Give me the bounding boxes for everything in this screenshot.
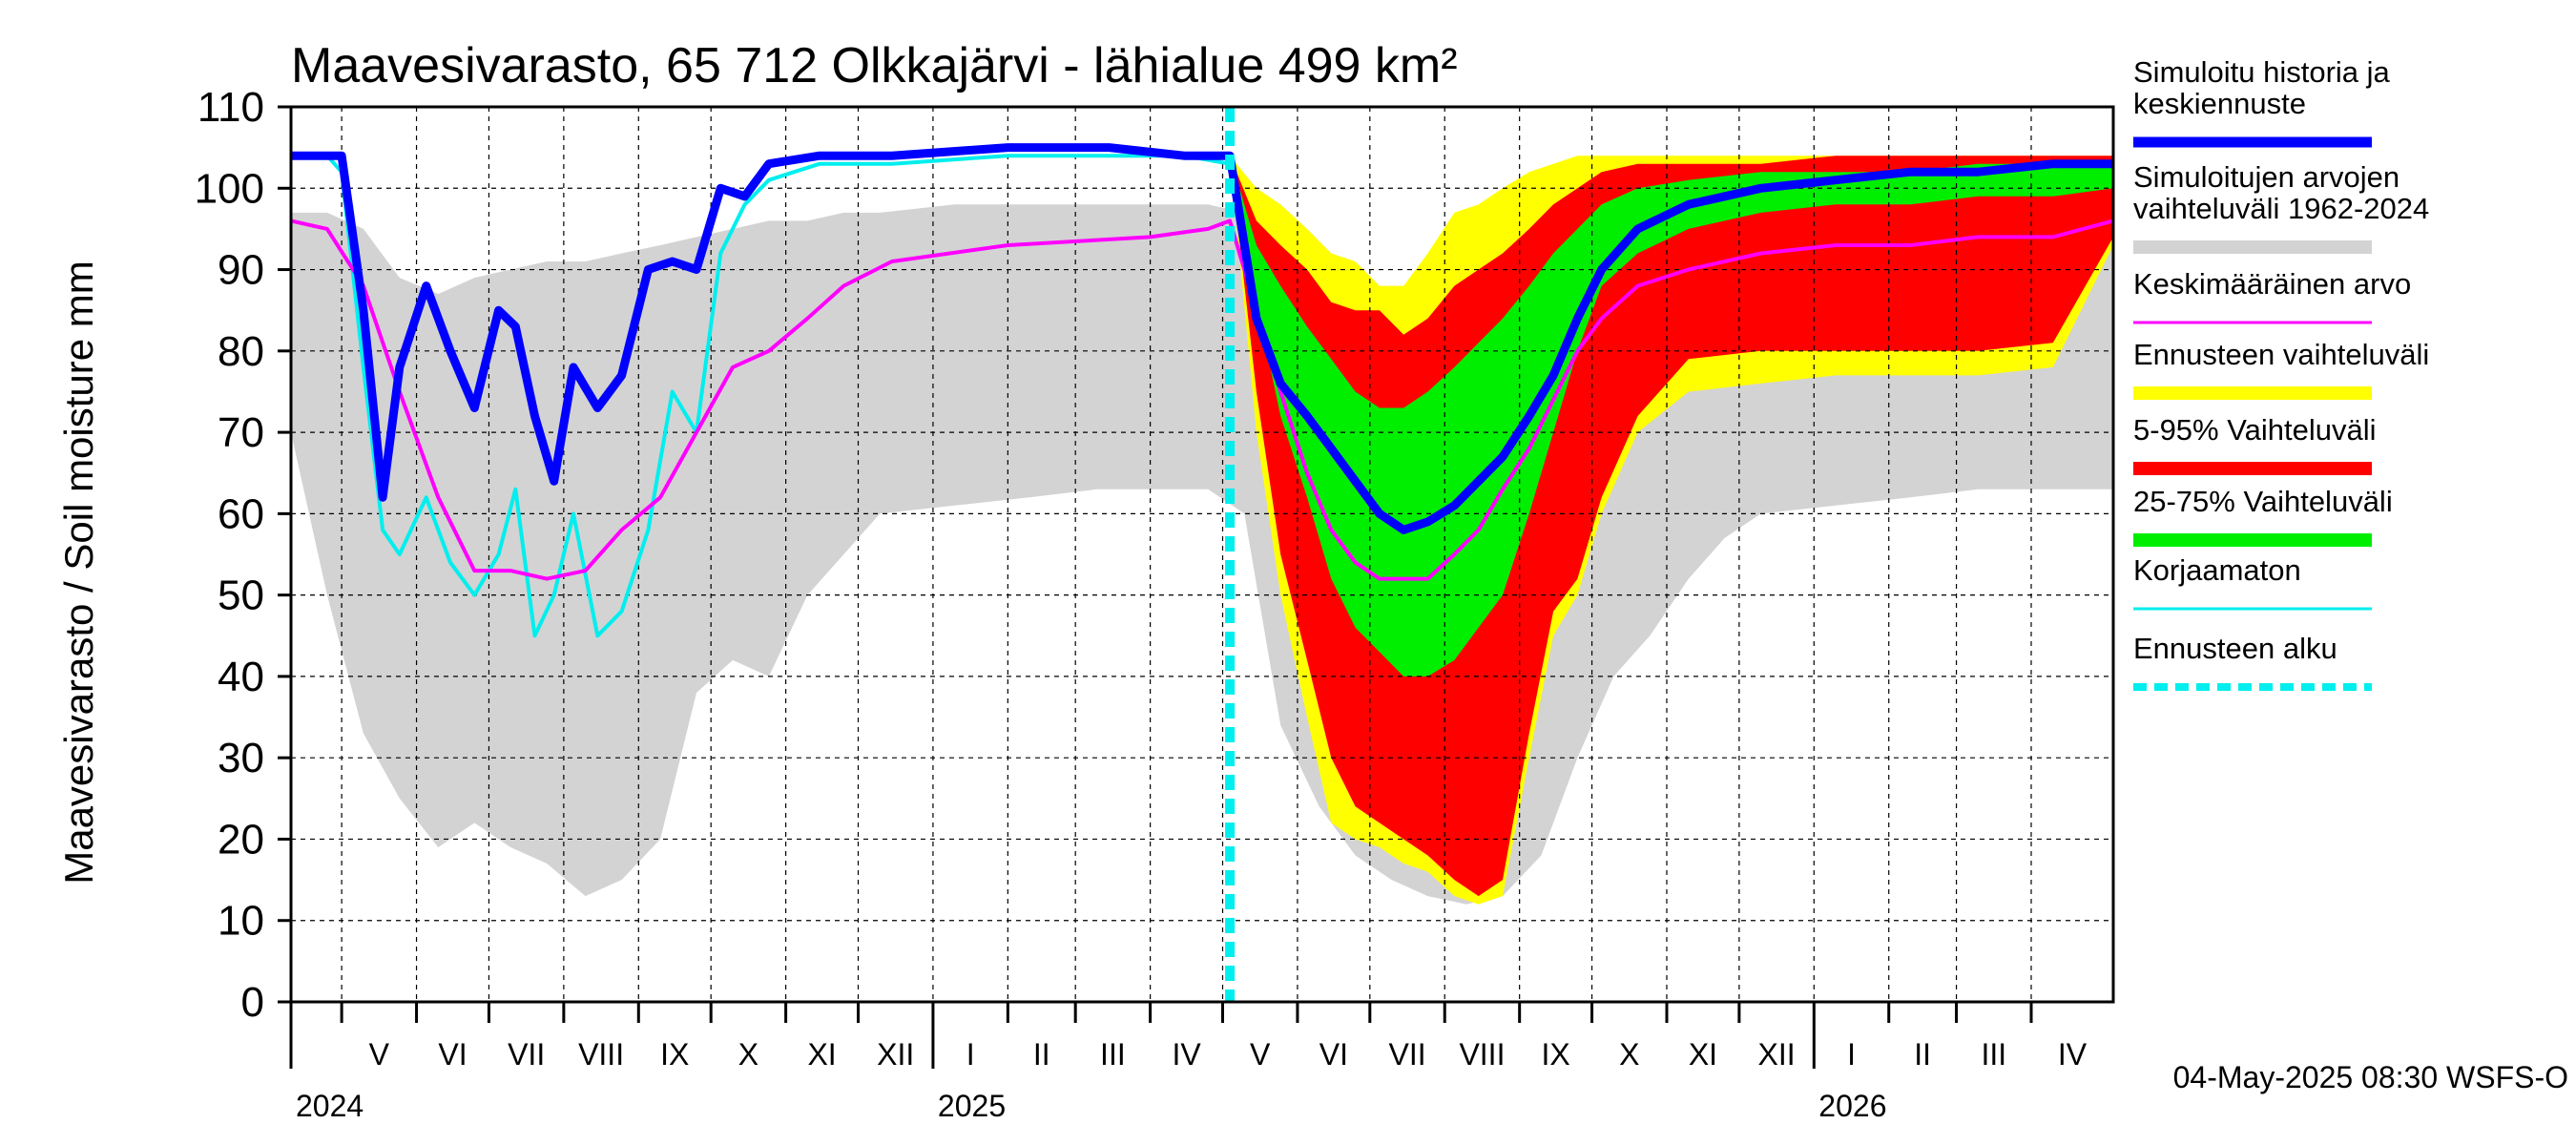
legend-label-6-0: Korjaamaton <box>2133 553 2301 587</box>
x-tick-label-13: VI <box>1319 1037 1348 1072</box>
legend-label-5-0: 25-75% Vaihteluväli <box>2133 485 2393 518</box>
x-tick-label-4: IX <box>660 1037 689 1072</box>
band-layer <box>291 156 2113 905</box>
x-tick-label-21: II <box>1914 1037 1931 1072</box>
chart-title: Maavesivarasto, 65 712 Olkkajärvi - lähi… <box>291 38 1458 94</box>
grid-lines <box>291 107 2113 1002</box>
x-tick-label-0: V <box>369 1037 390 1072</box>
x-tick-label-7: XII <box>877 1037 914 1072</box>
legend-label-0-0: Simuloitu historia ja <box>2133 55 2391 89</box>
x-tick-label-17: X <box>1619 1037 1639 1072</box>
line-layer <box>291 143 2113 638</box>
y-tick-label-60: 60 <box>218 490 264 537</box>
y-tick-label-20: 20 <box>218 816 264 863</box>
x-tick-label-3: VIII <box>578 1037 624 1072</box>
x-tick-label-16: IX <box>1541 1037 1569 1072</box>
legend-label-7-0: Ennusteen alku <box>2133 632 2337 665</box>
x-year-label-2024: 2024 <box>296 1089 364 1123</box>
x-tick-label-5: X <box>738 1037 758 1072</box>
plot-area <box>289 105 2115 1004</box>
y-tick-label-40: 40 <box>218 654 264 700</box>
x-tick-label-15: VIII <box>1459 1037 1505 1072</box>
legend-label-3-0: Ennusteen vaihteluväli <box>2133 338 2429 371</box>
y-tick-label-10: 10 <box>218 898 264 945</box>
x-tick-label-1: VI <box>438 1037 467 1072</box>
x-tick-label-19: XII <box>1758 1037 1796 1072</box>
legend-label-1-0: Simuloitujen arvojen <box>2133 160 2399 194</box>
y-tick-label-50: 50 <box>218 572 264 619</box>
legend-label-4-0: 5-95% Vaihteluväli <box>2133 413 2376 447</box>
y-tick-label-100: 100 <box>195 165 264 212</box>
y-tick-label-110: 110 <box>197 84 264 131</box>
x-tick-label-22: III <box>1981 1037 2006 1072</box>
x-tick-label-18: XI <box>1689 1037 1717 1072</box>
x-tick-label-9: II <box>1033 1037 1050 1072</box>
x-tick-label-2: VII <box>508 1037 545 1072</box>
series-line-korjaamaton <box>291 154 1231 638</box>
y-axis: 0 10 20 30 40 50 60 70 80 90 100 110 <box>195 84 291 1026</box>
legend-label-1-1: vaihteluväli 1962-2024 <box>2133 192 2429 225</box>
band-5-95-vaihteluvali <box>1230 156 2113 897</box>
x-year-label-2026: 2026 <box>1818 1089 1886 1123</box>
legend-label-0-1: keskiennuste <box>2133 87 2306 120</box>
x-tick-label-23: IV <box>2058 1037 2088 1072</box>
y-axis-label: Maavesivarasto / Soil moisture mm <box>56 260 101 885</box>
x-axis: V VI VII VIII IX X XI XII I II III IV V VI VII VIII IX X X… <box>289 1002 2088 1123</box>
plot-frame <box>289 105 2115 1004</box>
x-tick-label-11: IV <box>1172 1037 1201 1072</box>
series-line-simuloitu-historia-ja-keskiennuste <box>291 143 2113 534</box>
band-25-75-vaihteluvali <box>1230 156 2113 677</box>
y-tick-label-90: 90 <box>218 247 264 294</box>
y-tick-label-0: 0 <box>241 979 264 1026</box>
x-tick-label-8: I <box>966 1037 975 1072</box>
legend-label-2-0: Keskimääräinen arvo <box>2133 267 2411 301</box>
y-tick-label-30: 30 <box>218 735 264 781</box>
x-tick-label-14: VII <box>1388 1037 1425 1072</box>
x-tick-label-20: I <box>1847 1037 1856 1072</box>
footer-timestamp: 04-May-2025 08:30 WSFS-O <box>2173 1060 2568 1094</box>
x-tick-label-12: V <box>1250 1037 1271 1072</box>
x-year-label-2025: 2025 <box>938 1089 1006 1123</box>
y-tick-label-80: 80 <box>218 328 264 375</box>
x-tick-label-10: III <box>1100 1037 1126 1072</box>
x-tick-label-6: XI <box>807 1037 836 1072</box>
y-tick-label-70: 70 <box>218 409 264 456</box>
